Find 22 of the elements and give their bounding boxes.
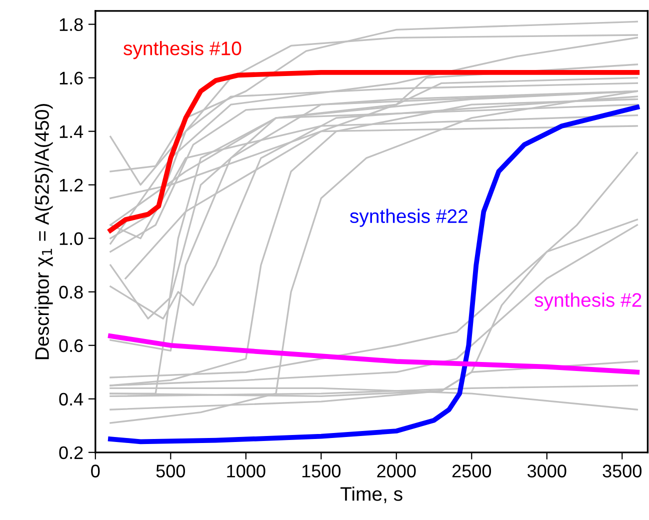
x-tick-label: 1500 <box>302 464 341 478</box>
series-label: synthesis #10 <box>124 40 242 60</box>
y-tick-label: 1.8 <box>60 18 83 32</box>
y-axis-title: Descriptor χ$_{1}$ = A(525)/A(450) <box>34 104 53 360</box>
y-tick-label: 1.4 <box>60 125 84 138</box>
text: synthesis #2 <box>534 292 642 311</box>
x-tick-label: 500 <box>156 464 186 478</box>
x-axis-title: Time, s <box>340 486 402 504</box>
x-tick-label: 3000 <box>527 464 566 478</box>
series-label: synthesis #22 <box>350 208 468 227</box>
y-tick-label: 1.0 <box>60 232 83 246</box>
y-tick-label: 0.8 <box>59 286 83 299</box>
y-tick-label: 0.6 <box>59 339 83 352</box>
y-tick-label: 1.6 <box>60 72 83 85</box>
y-tick-label: 1.2 <box>60 178 83 192</box>
x-tick-label: 1000 <box>227 464 266 478</box>
x-tick-label: 3500 <box>602 464 642 478</box>
x-tick-label: 2000 <box>377 464 416 478</box>
y-tick-label: 0.2 <box>59 446 83 460</box>
x-tick-label: 2500 <box>452 464 492 478</box>
y-tick-label: 0.4 <box>59 392 84 406</box>
x-tick-label: 0 <box>91 464 100 478</box>
